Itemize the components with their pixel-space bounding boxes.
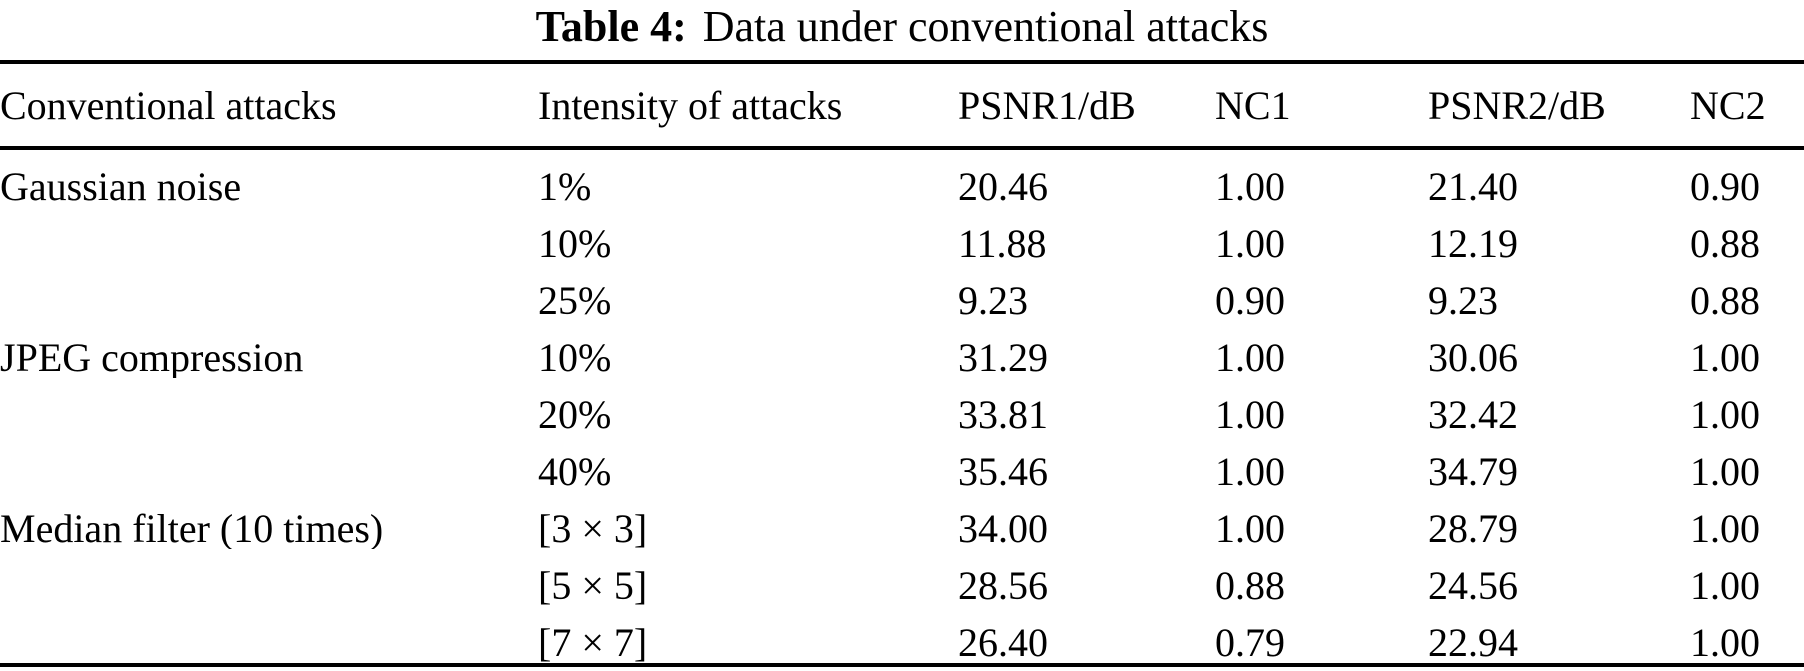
cell-nc1: 0.88 xyxy=(1215,563,1285,606)
cell-intensity: 20% xyxy=(538,392,612,435)
cell-nc1: 1.00 xyxy=(1215,506,1285,549)
cell-attack xyxy=(0,378,538,435)
cell-nc2: 1.00 xyxy=(1690,335,1760,378)
table-caption-label: Table 4: xyxy=(535,2,687,51)
cell-intensity: [5 × 5] xyxy=(538,563,648,606)
cell-intensity: 10% xyxy=(538,221,612,264)
cell-intensity: 1% xyxy=(538,164,592,207)
cell-attack xyxy=(0,549,538,606)
cell-psnr2: 22.94 xyxy=(1428,620,1518,665)
cell-nc2: 1.00 xyxy=(1690,392,1760,435)
cell-psnr2: 9.23 xyxy=(1428,278,1498,321)
cell-intensity: 10% xyxy=(538,335,612,378)
cell-nc2: 1.00 xyxy=(1690,506,1760,549)
cell-nc2: 0.90 xyxy=(1690,164,1760,207)
table-row: JPEG compression 10% 31.29 1.00 30.06 1.… xyxy=(0,321,1804,378)
cell-nc1: 1.00 xyxy=(1215,164,1285,207)
cell-attack xyxy=(0,435,538,492)
cell-attack xyxy=(0,264,538,321)
attacks-data-table: Conventional attacks Intensity of attack… xyxy=(0,60,1804,667)
cell-attack xyxy=(0,606,538,665)
cell-psnr1: 34.00 xyxy=(958,506,1048,549)
cell-psnr2: 12.19 xyxy=(1428,221,1518,264)
cell-psnr2: 24.56 xyxy=(1428,563,1518,606)
cell-nc2: 0.88 xyxy=(1690,278,1760,321)
table-row: [5 × 5] 28.56 0.88 24.56 1.00 xyxy=(0,549,1804,606)
table-row: 20% 33.81 1.00 32.42 1.00 xyxy=(0,378,1804,435)
col-header-intensity-of-attacks: Intensity of attacks xyxy=(538,62,958,150)
cell-nc2: 1.00 xyxy=(1690,563,1760,606)
table-caption: Table 4: Data under conventional attacks xyxy=(0,0,1804,60)
cell-psnr1: 20.46 xyxy=(958,164,1048,207)
table-row: 10% 11.88 1.00 12.19 0.88 xyxy=(0,207,1804,264)
cell-intensity: [7 × 7] xyxy=(538,620,648,665)
table-row: Median filter (10 times) [3 × 3] 34.00 1… xyxy=(0,492,1804,549)
cell-psnr1: 28.56 xyxy=(958,563,1048,606)
cell-nc2: 1.00 xyxy=(1690,449,1760,492)
cell-psnr1: 11.88 xyxy=(958,221,1047,264)
cell-nc1: 1.00 xyxy=(1215,335,1285,378)
cell-nc1: 0.79 xyxy=(1215,620,1285,665)
cell-nc1: 1.00 xyxy=(1215,449,1285,492)
cell-psnr2: 28.79 xyxy=(1428,506,1518,549)
cell-attack: Median filter (10 times) xyxy=(0,506,384,549)
col-header-psnr2: PSNR2/dB xyxy=(1428,62,1690,150)
cell-intensity: 40% xyxy=(538,449,612,492)
cell-psnr2: 34.79 xyxy=(1428,449,1518,492)
cell-psnr2: 32.42 xyxy=(1428,392,1518,435)
cell-attack: JPEG compression xyxy=(0,335,304,378)
col-header-nc1: NC1 xyxy=(1215,62,1428,150)
cell-psnr1: 35.46 xyxy=(958,449,1048,492)
table-row: 40% 35.46 1.00 34.79 1.00 xyxy=(0,435,1804,492)
cell-psnr1: 33.81 xyxy=(958,392,1048,435)
cell-psnr1: 31.29 xyxy=(958,335,1048,378)
cell-psnr1: 9.23 xyxy=(958,278,1028,321)
cell-psnr2: 21.40 xyxy=(1428,164,1518,207)
cell-nc1: 1.00 xyxy=(1215,392,1285,435)
cell-psnr2: 30.06 xyxy=(1428,335,1518,378)
cell-nc2: 0.88 xyxy=(1690,221,1760,264)
cell-intensity: [3 × 3] xyxy=(538,506,648,549)
col-header-nc2: NC2 xyxy=(1690,62,1804,150)
cell-nc2: 1.00 xyxy=(1690,620,1760,665)
table-caption-text: Data under conventional attacks xyxy=(702,2,1269,51)
cell-nc1: 1.00 xyxy=(1215,221,1285,264)
cell-attack xyxy=(0,207,538,264)
col-header-conventional-attacks: Conventional attacks xyxy=(0,62,538,150)
header-row: Conventional attacks Intensity of attack… xyxy=(0,62,1804,150)
cell-intensity: 25% xyxy=(538,278,612,321)
table-row: Gaussian noise 1% 20.46 1.00 21.40 0.90 xyxy=(0,148,1804,207)
table-row: [7 × 7] 26.40 0.79 22.94 1.00 xyxy=(0,606,1804,665)
cell-nc1: 0.90 xyxy=(1215,278,1285,321)
cell-psnr1: 26.40 xyxy=(958,620,1048,665)
cell-attack: Gaussian noise xyxy=(0,164,242,207)
col-header-psnr1: PSNR1/dB xyxy=(958,62,1215,150)
table-row: 25% 9.23 0.90 9.23 0.88 xyxy=(0,264,1804,321)
